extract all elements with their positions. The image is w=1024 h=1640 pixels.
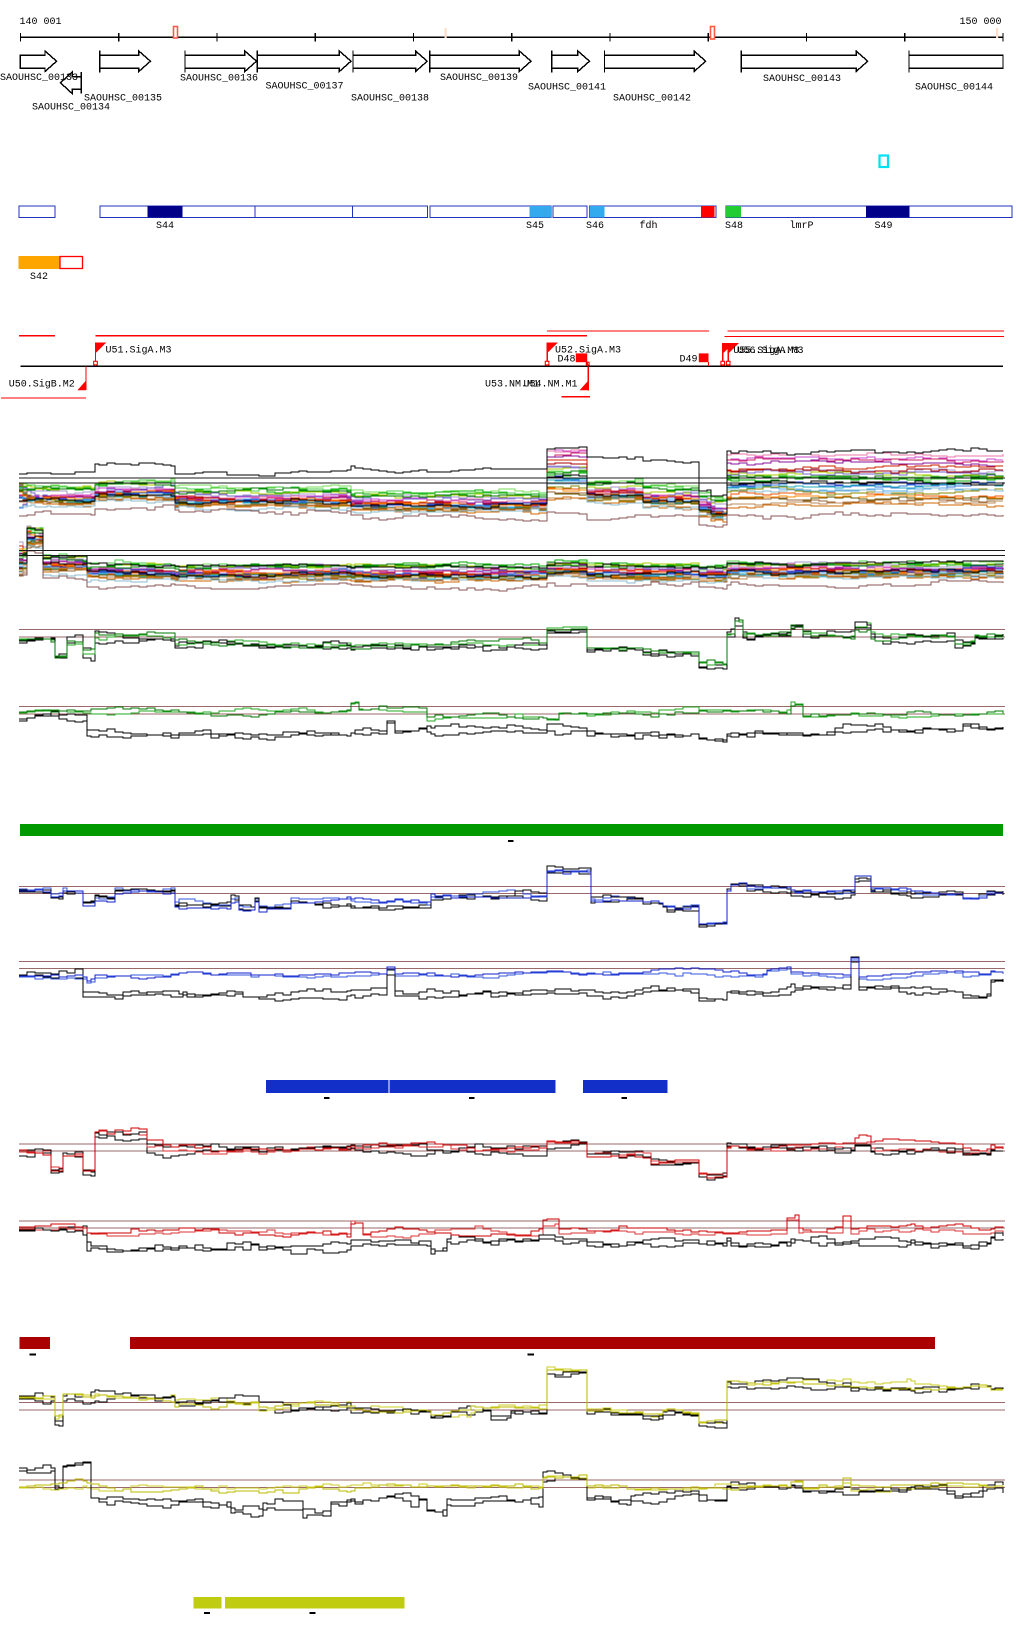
svg-text:140 001: 140 001 xyxy=(20,17,62,28)
svg-text:U54.NM.M1: U54.NM.M1 xyxy=(524,380,578,391)
svg-text:S46: S46 xyxy=(586,221,604,232)
svg-text:U56.SigA.M3: U56.SigA.M3 xyxy=(738,345,804,357)
svg-text:U53.NM.M1: U53.NM.M1 xyxy=(485,380,539,391)
svg-text:S45: S45 xyxy=(526,221,544,232)
svg-text:U52.SigA.M3: U52.SigA.M3 xyxy=(555,345,621,357)
svg-text:D48: D48 xyxy=(558,355,576,366)
svg-text:SAOUHSC_00142: SAOUHSC_00142 xyxy=(613,94,691,105)
svg-text:SAOUHSC_00138: SAOUHSC_00138 xyxy=(351,94,429,105)
svg-text:SAOUHSC_00143: SAOUHSC_00143 xyxy=(763,74,841,85)
svg-text:SAOUHSC_00134: SAOUHSC_00134 xyxy=(32,102,110,113)
svg-text:U50.SigB.M2: U50.SigB.M2 xyxy=(9,378,75,390)
svg-text:D49: D49 xyxy=(680,355,698,366)
svg-text:fdh: fdh xyxy=(640,220,658,232)
svg-text:SAOUHSC_00133: SAOUHSC_00133 xyxy=(0,73,78,84)
svg-text:SAOUHSC_00139: SAOUHSC_00139 xyxy=(440,73,518,84)
svg-text:U51.SigA.M3: U51.SigA.M3 xyxy=(106,345,172,357)
svg-text:SAOUHSC_00136: SAOUHSC_00136 xyxy=(180,74,258,85)
svg-text:SAOUHSC_00141: SAOUHSC_00141 xyxy=(528,83,606,94)
svg-text:S42: S42 xyxy=(30,272,48,283)
svg-text:S44: S44 xyxy=(156,221,174,232)
svg-text:lmrP: lmrP xyxy=(790,220,814,232)
svg-text:SAOUHSC_00144: SAOUHSC_00144 xyxy=(915,83,993,94)
svg-text:S48: S48 xyxy=(725,221,743,232)
svg-text:S49: S49 xyxy=(875,221,893,232)
svg-text:SAOUHSC_00137: SAOUHSC_00137 xyxy=(266,82,344,93)
svg-text:SAOUHSC_00135: SAOUHSC_00135 xyxy=(84,94,162,105)
svg-text:150 000: 150 000 xyxy=(960,17,1002,28)
svg-text:U55.SigA.M3: U55.SigA.M3 xyxy=(733,345,799,357)
